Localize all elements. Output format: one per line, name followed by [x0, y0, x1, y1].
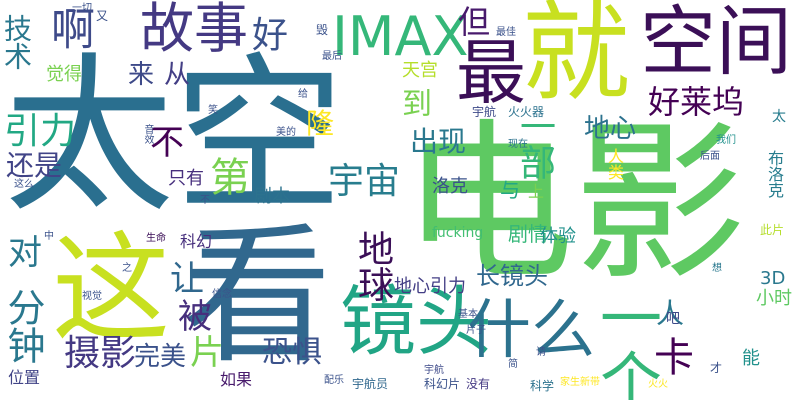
word-xiao: 笑 — [208, 105, 218, 116]
word-yuhangyuan: 宇航员 — [352, 377, 389, 391]
word-yinli: 引力 — [4, 111, 77, 152]
word-changjingtou: 长镜头 — [476, 262, 548, 290]
word-yuzhou: 宇宙 — [328, 161, 401, 202]
word-ba: 吧 — [666, 311, 680, 327]
word-pianzi: 片子 — [466, 325, 486, 336]
word-gei: 给 — [298, 89, 308, 100]
word-wanmei: 完美 — [134, 342, 187, 372]
word-xianzai: 现在 — [508, 139, 528, 150]
word-xinnian: 信念 — [212, 289, 232, 300]
word-bei: 被 — [178, 297, 212, 337]
word-juben: 剧本 — [254, 186, 290, 207]
word-shengming: 生命 — [146, 233, 166, 244]
word-tiangong: 天宫 — [402, 60, 438, 81]
word-zhiyou: 只有 — [168, 168, 204, 189]
word-jishu: 技术 — [0, 14, 33, 70]
word-chuxian: 出现 — [410, 125, 467, 158]
word-sheying: 摄影 — [64, 333, 137, 374]
word-meide: 美的 — [276, 127, 296, 138]
word-kehuan: 科幻 — [180, 232, 213, 251]
word-meiyou: 没有 — [466, 377, 491, 391]
word-dan: 但 — [458, 3, 491, 41]
word-lai: 来 — [128, 60, 155, 90]
word-dixin: 地心 — [584, 114, 637, 144]
word-ruguo: 如果 — [220, 370, 253, 389]
word-jiasheng: 家生新带 — [560, 377, 600, 388]
word-yuhang-small: 宇航 — [472, 105, 497, 119]
word-you: 又 — [96, 9, 109, 23]
word-jingtou: 镜头 — [340, 277, 492, 366]
word-cipian: 此片 — [760, 223, 785, 237]
word-juqing: 剧情 — [508, 222, 548, 246]
word-imax: IMAX — [332, 5, 469, 68]
word-shenme: 什么 — [467, 294, 595, 368]
word-kehuanpian: 科幻片 — [424, 377, 461, 391]
word-di: 第 — [210, 155, 250, 201]
word-kongjian: 空间 — [640, 0, 792, 86]
word-dixinyinli: 地心引力 — [394, 276, 466, 297]
word-long: 隆 — [306, 107, 335, 140]
word-shijue: 视觉 — [82, 291, 102, 302]
word-a: 啊 — [43, 6, 94, 50]
word-xiang: 想 — [712, 263, 722, 274]
word-huohuo: 火火 — [648, 379, 668, 390]
word-yu: 与 — [500, 178, 520, 202]
word-yuhang-bottom: 宇航 — [424, 365, 444, 376]
word-hui: 毁 — [316, 23, 329, 37]
word-jiben: 基本 — [458, 309, 478, 320]
word-peiyue: 配乐 — [324, 375, 344, 386]
word-haolaiwu: 好莱坞 — [648, 83, 745, 121]
word-huohuoqi: 火火器 — [508, 105, 545, 119]
word-zui: 最 — [456, 32, 526, 114]
word-ren: 人 — [656, 297, 685, 330]
word-juede: 觉得 — [46, 64, 82, 85]
word-kongju: 恐惧 — [262, 335, 322, 370]
word-renlei: 人类 — [605, 148, 624, 180]
word-yige: 一个 — [589, 286, 662, 400]
word-cong: 从 — [164, 60, 191, 90]
word-xiaoshi: 小时 — [756, 288, 792, 309]
word-ka: 卡 — [654, 335, 694, 381]
word-neng: 能 — [742, 348, 760, 369]
word-diqiu: 地球 — [352, 230, 393, 302]
word-yinxiao: 音效 — [142, 124, 153, 144]
word-jian: 简 — [508, 359, 518, 370]
word-zuihou: 最后 — [322, 51, 342, 62]
word-cai: 才 — [710, 361, 723, 375]
word-zheme: 这么 — [14, 179, 34, 190]
word-bu: 不 — [150, 123, 184, 163]
word-yibu: 一部 — [514, 108, 555, 180]
word-dui: 对 — [8, 233, 42, 273]
word-dianying: 电影 — [402, 103, 746, 304]
word-fenzhong: 分钟 — [1, 288, 45, 364]
word-gushi: 故事 — [140, 0, 248, 60]
word-weizhi: 位置 — [8, 368, 41, 387]
word-3d: 3D — [760, 268, 786, 289]
word-fucking: fucking — [432, 225, 484, 241]
word-buluoke: 布洛克 — [765, 150, 784, 198]
word-tiyan: 体验 — [540, 226, 576, 247]
word-jiu: 就 — [522, 0, 631, 116]
word-dao: 到 — [402, 87, 432, 122]
word-tai: 太 — [772, 109, 786, 125]
word-luoke: 洛克 — [432, 176, 468, 197]
word-women: 我们 — [716, 135, 736, 146]
word-haishi: 还是 — [6, 149, 63, 182]
word-kexue: 科学 — [530, 379, 555, 393]
word-zhong: 中 — [44, 231, 54, 242]
word-shang: 上 — [528, 182, 545, 201]
word-kan: 看 — [182, 210, 333, 384]
word-zhi: 之 — [122, 263, 132, 274]
word-pian: 片 — [190, 333, 224, 373]
word-taikong: 太空 — [4, 38, 345, 236]
word-zhe: 这 — [52, 220, 171, 358]
word-yiqie: 一切 — [72, 3, 92, 14]
word-qing: 请 — [536, 347, 546, 358]
word-hao: 好 — [252, 15, 289, 56]
word-zuijia: 最佳 — [496, 27, 516, 38]
word-houmian: 后面 — [700, 151, 720, 162]
word-rang: 让 — [170, 259, 204, 299]
word-bu-small: 不 — [200, 195, 210, 206]
